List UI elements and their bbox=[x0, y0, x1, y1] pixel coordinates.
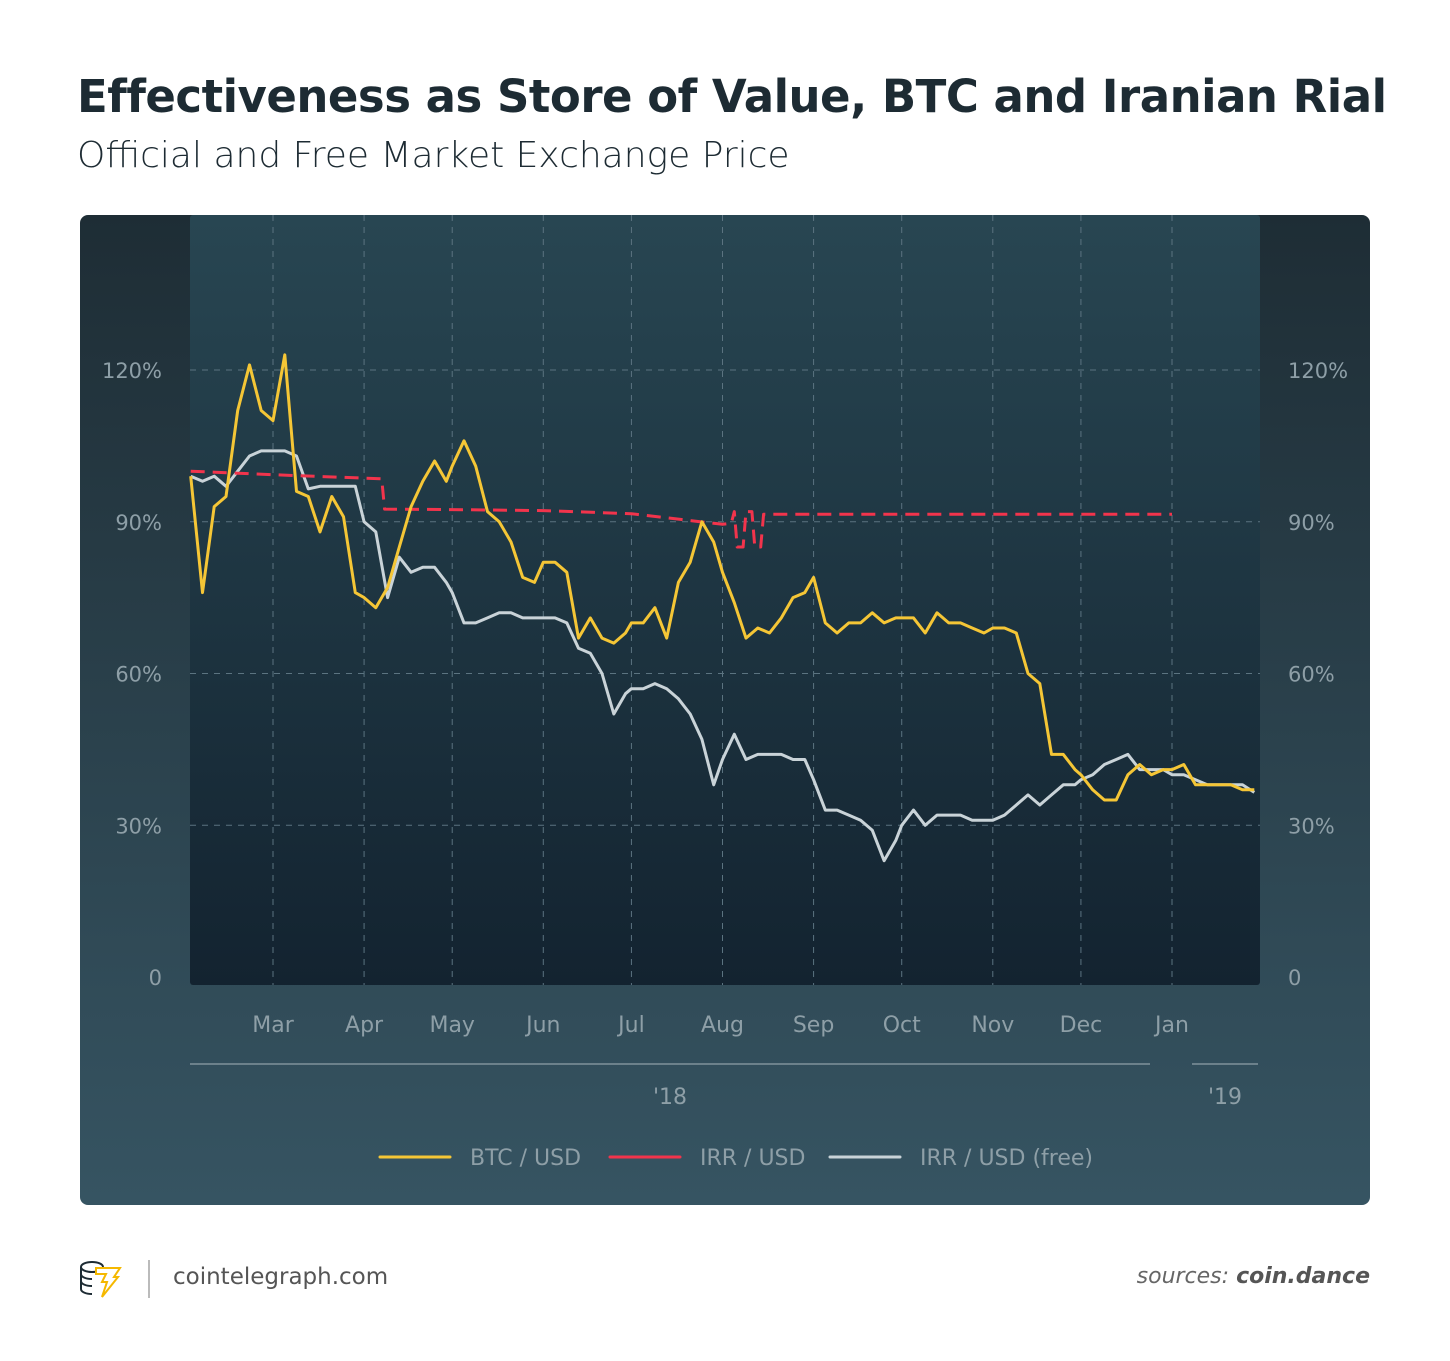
year-label: '19 bbox=[1208, 1085, 1242, 1110]
legend-item: IRR / USD bbox=[608, 1146, 805, 1171]
chart-card: 0 0 30% 30% 60% 60% 90% 90% 120% 120% Mar Apr May Jun… bbox=[80, 215, 1370, 1205]
x-tick-label: May bbox=[429, 1013, 474, 1038]
legend-label: IRR / USD (free) bbox=[920, 1146, 1093, 1171]
y-tick-label: 90% bbox=[1288, 511, 1335, 535]
y-tick-label: 120% bbox=[102, 359, 162, 383]
footer-divider bbox=[148, 1260, 150, 1298]
y-tick-label: 0 bbox=[149, 966, 162, 990]
x-tick-label: Mar bbox=[252, 1013, 294, 1038]
legend-item: IRR / USD (free) bbox=[828, 1146, 1093, 1171]
x-tick-label: Aug bbox=[701, 1013, 744, 1038]
x-tick-label: Apr bbox=[345, 1013, 384, 1038]
y-tick-label: 120% bbox=[1288, 359, 1348, 383]
source-credit: sources: coin.dance bbox=[1137, 1264, 1370, 1289]
x-tick-label: Nov bbox=[971, 1013, 1014, 1038]
x-tick-label: Jun bbox=[524, 1013, 560, 1038]
y-tick-label: 60% bbox=[115, 663, 162, 687]
y-tick-label: 30% bbox=[115, 814, 162, 838]
chart-title: Effectiveness as Store of Value, BTC and… bbox=[77, 70, 1387, 123]
legend-item: BTC / USD bbox=[378, 1146, 581, 1171]
x-tick-label: Jan bbox=[1153, 1013, 1189, 1038]
year-label: '18 bbox=[653, 1085, 687, 1110]
y-tick-label: 60% bbox=[1288, 663, 1335, 687]
y-tick-label: 90% bbox=[115, 511, 162, 535]
y-tick-label: 0 bbox=[1288, 966, 1301, 990]
series-line-irr-usd-free- bbox=[190, 449, 1256, 863]
footer-site[interactable]: cointelegraph.com bbox=[173, 1264, 389, 1290]
chart-subtitle: Official and Free Market Exchange Price bbox=[77, 135, 790, 176]
legend-label: IRR / USD bbox=[700, 1146, 805, 1171]
x-tick-label: Jul bbox=[616, 1013, 645, 1038]
source-prefix: sources: bbox=[1136, 1264, 1230, 1289]
y-tick-label: 30% bbox=[1288, 814, 1335, 838]
cointelegraph-logo bbox=[78, 1258, 126, 1304]
x-tick-label: Sep bbox=[793, 1013, 834, 1038]
plot-area bbox=[190, 215, 1260, 985]
series-line-btc-usd bbox=[189, 353, 1255, 802]
series-line-irr-usd bbox=[190, 469, 1172, 549]
source-name: coin.dance bbox=[1236, 1264, 1370, 1289]
legend-label: BTC / USD bbox=[470, 1146, 581, 1171]
x-tick-label: Oct bbox=[883, 1013, 921, 1038]
chart-svg: 0 0 30% 30% 60% 60% 90% 90% 120% 120% Mar Apr May Jun… bbox=[102, 215, 1348, 1171]
x-tick-label: Dec bbox=[1060, 1013, 1103, 1038]
